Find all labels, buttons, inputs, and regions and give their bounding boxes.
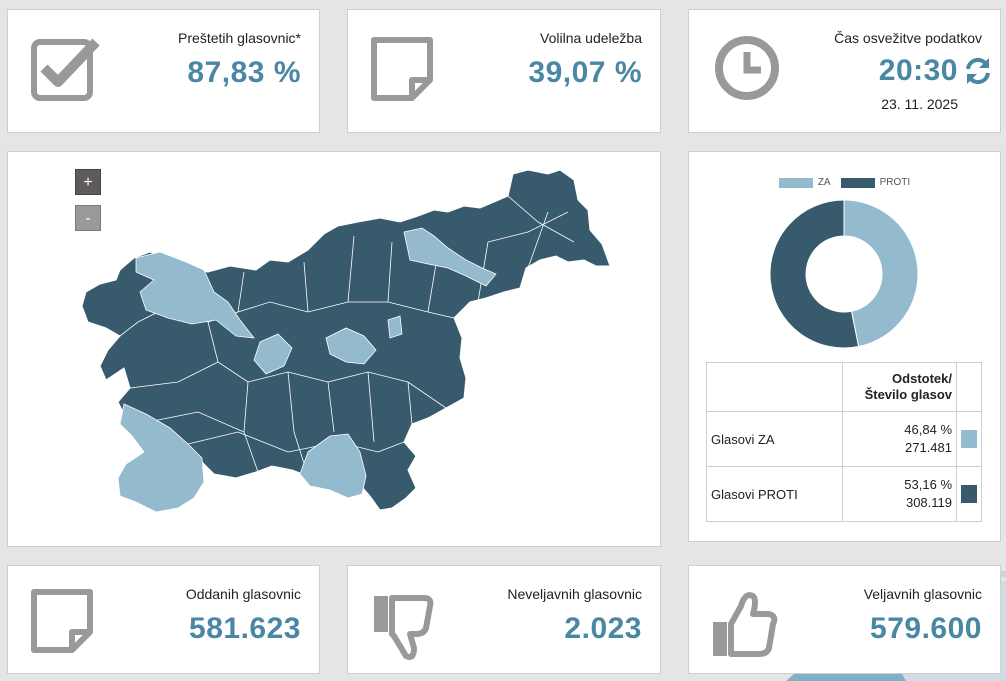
donut-slice-za[interactable] bbox=[843, 199, 919, 348]
refresh-time-label: Čas osvežitve podatkov bbox=[834, 30, 982, 46]
counted-ballots-label: Preštetih glasovnic* bbox=[178, 30, 301, 46]
table-row: Glasovi ZA 46,84 % 271.481 bbox=[706, 411, 982, 467]
legend-item-za[interactable]: ZA bbox=[778, 177, 831, 188]
invalid-ballots-label: Neveljavnih glasovnic bbox=[507, 586, 642, 602]
chart-legend: ZA PROTI bbox=[689, 177, 1000, 188]
cast-ballots-label: Oddanih glasovnic bbox=[185, 586, 301, 602]
municipality-map-panel: + - bbox=[7, 151, 661, 547]
map-regions-za[interactable] bbox=[117, 227, 497, 513]
municipality-map[interactable] bbox=[8, 152, 660, 546]
row-swatch-cell bbox=[956, 466, 982, 522]
table-row: Glasovi PROTI 53,16 % 308.119 bbox=[706, 466, 982, 522]
valid-ballots-label: Veljavnih glasovnic bbox=[863, 586, 982, 602]
legend-item-proti[interactable]: PROTI bbox=[840, 177, 911, 188]
results-table-header: Odstotek/ Število glasov bbox=[706, 362, 982, 412]
turnout-card: Volilna udeležba 39,07 % bbox=[347, 9, 661, 133]
row-numbers: 53,16 % 308.119 bbox=[842, 466, 957, 522]
row-percent: 53,16 % bbox=[904, 477, 952, 492]
header-percent-votes: Odstotek/ Število glasov bbox=[842, 362, 957, 412]
cast-ballots-card: Oddanih glasovnic 581.623 bbox=[7, 565, 320, 674]
results-table: Odstotek/ Število glasov Glasovi ZA 46,8… bbox=[706, 362, 982, 522]
refresh-date: 23. 11. 2025 bbox=[881, 96, 958, 112]
thumbs-down-icon bbox=[374, 595, 434, 660]
row-percent: 46,84 % bbox=[904, 422, 952, 437]
refresh-time-row: 20:30 bbox=[879, 54, 994, 88]
refresh-icon[interactable] bbox=[962, 55, 994, 87]
checkbox-icon bbox=[31, 38, 100, 101]
row-votes: 308.119 bbox=[905, 495, 952, 510]
zoom-in-button[interactable]: + bbox=[75, 169, 101, 195]
header-empty bbox=[706, 362, 843, 412]
legend-swatch-za bbox=[778, 177, 813, 188]
counted-ballots-card: Preštetih glasovnic* 87,83 % bbox=[7, 9, 320, 133]
counted-ballots-value: 87,83 % bbox=[187, 56, 301, 89]
sticky-note-icon bbox=[371, 37, 433, 101]
turnout-value: 39,07 % bbox=[528, 56, 642, 89]
clock-icon bbox=[715, 36, 779, 100]
row-name: Glasovi ZA bbox=[706, 411, 843, 467]
legend-label-za: ZA bbox=[817, 177, 831, 188]
row-votes: 271.481 bbox=[905, 440, 952, 455]
legend-swatch-proti bbox=[840, 177, 875, 188]
color-swatch-za bbox=[961, 430, 977, 448]
valid-ballots-value: 579.600 bbox=[870, 612, 982, 645]
turnout-label: Volilna udeležba bbox=[540, 30, 642, 46]
invalid-ballots-value: 2.023 bbox=[564, 612, 642, 645]
refresh-time-value: 20:30 bbox=[878, 54, 958, 87]
valid-ballots-card: Veljavnih glasovnic 579.600 bbox=[688, 565, 1001, 674]
refresh-time-card: Čas osvežitve podatkov 20:30 23. 11. 202… bbox=[688, 9, 1001, 133]
row-name: Glasovi PROTI bbox=[706, 466, 843, 522]
header-swatch bbox=[956, 362, 982, 412]
legend-label-proti: PROTI bbox=[879, 177, 911, 188]
results-panel: ZA PROTI Odstotek/ Število glasov Glasov… bbox=[688, 151, 1001, 542]
donut-slice-proti[interactable] bbox=[769, 199, 860, 349]
row-swatch-cell bbox=[956, 411, 982, 467]
zoom-out-button[interactable]: - bbox=[75, 205, 101, 231]
sticky-note-icon bbox=[31, 589, 93, 653]
color-swatch-proti bbox=[961, 485, 977, 503]
thumbs-up-icon bbox=[713, 592, 778, 657]
row-numbers: 46,84 % 271.481 bbox=[842, 411, 957, 467]
donut-chart bbox=[769, 199, 919, 349]
invalid-ballots-card: Neveljavnih glasovnic 2.023 bbox=[347, 565, 661, 674]
cast-ballots-value: 581.623 bbox=[189, 612, 301, 645]
